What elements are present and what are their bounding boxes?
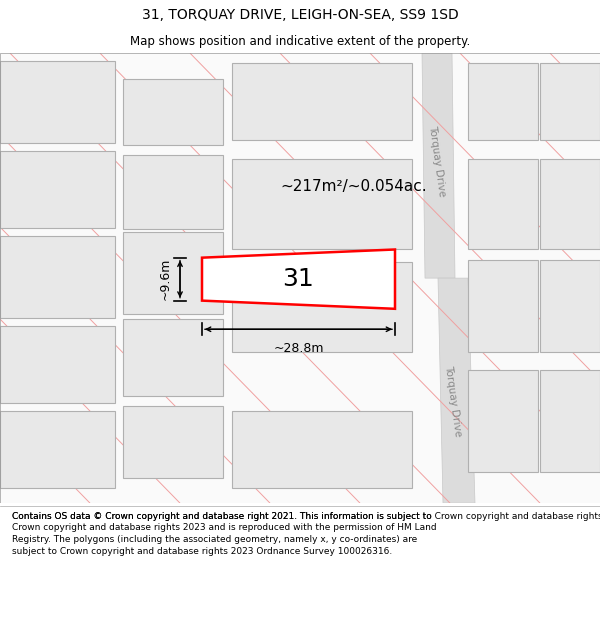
Bar [468,370,538,472]
Text: Torquay Drive: Torquay Drive [427,124,447,197]
Polygon shape [202,249,395,309]
Bar [123,232,223,314]
Bar [232,159,412,249]
Text: ~28.8m: ~28.8m [273,341,324,354]
Bar [540,370,600,472]
Text: 31: 31 [283,267,314,291]
Bar [540,63,600,140]
Bar [232,63,412,140]
Bar [0,61,115,143]
Bar [468,260,538,352]
Bar [123,156,223,229]
Bar [232,411,412,488]
Text: Map shows position and indicative extent of the property.: Map shows position and indicative extent… [130,35,470,48]
Bar [123,79,223,145]
Bar [0,411,115,488]
Bar [123,319,223,396]
Bar [0,151,115,228]
Bar [0,326,115,403]
Text: 31, TORQUAY DRIVE, LEIGH-ON-SEA, SS9 1SD: 31, TORQUAY DRIVE, LEIGH-ON-SEA, SS9 1SD [142,8,458,22]
Text: ~9.6m: ~9.6m [159,258,172,301]
Text: Torquay Drive: Torquay Drive [443,364,463,438]
Bar [0,236,115,318]
Text: Contains OS data © Crown copyright and database right 2021. This information is : Contains OS data © Crown copyright and d… [12,512,600,521]
Polygon shape [422,53,455,278]
Text: ~217m²/~0.054ac.: ~217m²/~0.054ac. [280,179,427,194]
Bar [123,406,223,478]
Polygon shape [438,278,475,503]
Bar [232,262,412,352]
Bar [540,260,600,352]
Bar [540,159,600,249]
Bar [468,63,538,140]
Text: Contains OS data © Crown copyright and database right 2021. This information is : Contains OS data © Crown copyright and d… [12,512,437,556]
Bar [468,159,538,249]
